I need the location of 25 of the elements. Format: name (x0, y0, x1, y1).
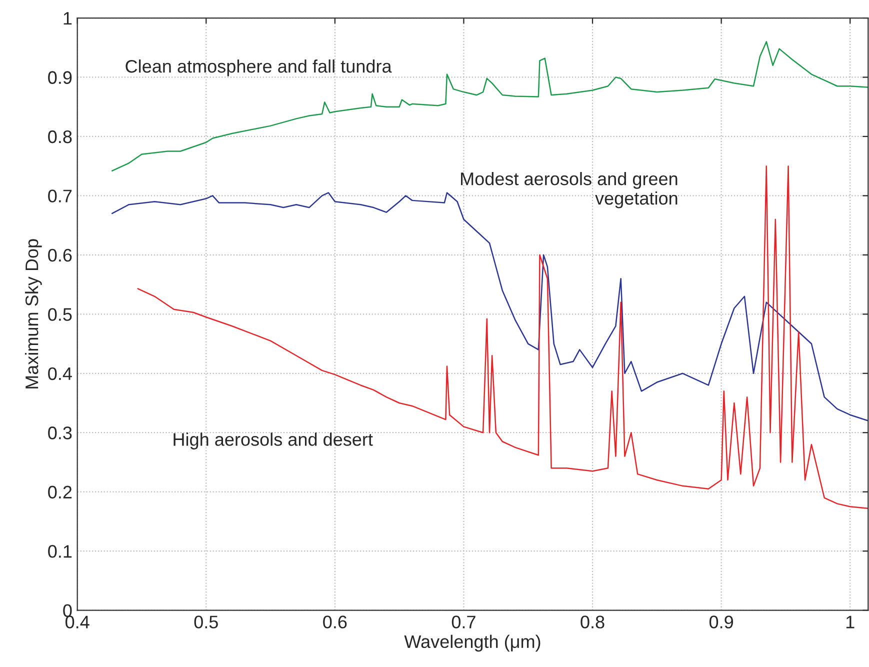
y-tick-label: 0.9 (48, 71, 72, 84)
y-tick-label: 1 (64, 12, 72, 25)
x-tick-label: 0.8 (580, 616, 604, 628)
x-tick-label: 0.5 (194, 616, 218, 628)
y-tick-label: 0.3 (48, 426, 72, 440)
y-tick-label: 0.6 (48, 248, 72, 262)
x-tick-label: 0.9 (709, 616, 733, 628)
x-tick-label: 1 (846, 616, 854, 628)
y-axis-title: Maximum Sky Dop (24, 239, 42, 388)
line-series (137, 165, 868, 510)
x-tick-label: 0.6 (323, 616, 347, 628)
x-tick-label: 0.7 (452, 616, 476, 628)
line-series (111, 192, 868, 422)
series-label: Clean atmosphere and fall tundra (126, 59, 392, 76)
y-tick-label: 0.5 (48, 308, 72, 321)
y-tick-label: 0 (63, 604, 72, 618)
y-tick-label: 0.4 (48, 367, 72, 380)
x-axis-title: Wavelength (μm) (404, 634, 540, 652)
series-label: Modest aerosols and green vegetation (461, 172, 678, 208)
text: High aerosols and desert (174, 432, 373, 450)
y-tick-label: 0.1 (48, 545, 72, 558)
line-series (111, 41, 868, 172)
y-tick-label: 0.2 (48, 486, 72, 499)
y-tick-label: 0.7 (48, 190, 72, 202)
y-tick-label: 0.8 (48, 130, 72, 144)
